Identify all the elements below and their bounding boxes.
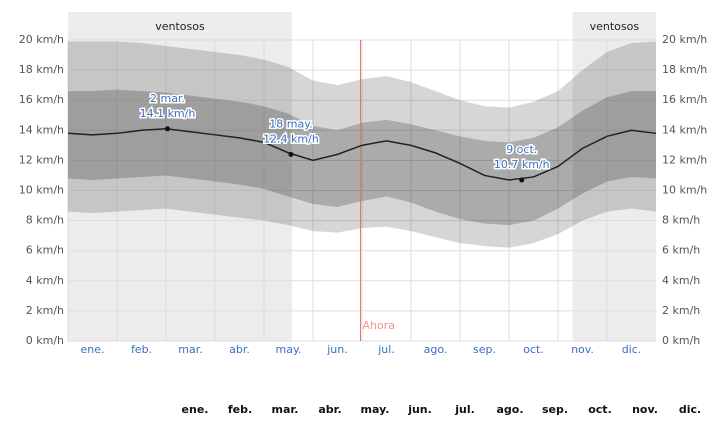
- annotation-value: 10.7 km/h: [494, 158, 550, 171]
- y-tick-label-right: 0 km/h: [662, 334, 700, 347]
- y-tick-label: 0 km/h: [26, 334, 64, 347]
- y-tick-label-right: 12 km/h: [662, 153, 707, 166]
- annotation-date: 18 may.: [269, 117, 312, 130]
- x-tick-label-bottom: ago.: [496, 403, 523, 416]
- y-tick-label: 20 km/h: [19, 33, 64, 46]
- x-tick-label: ene.: [80, 343, 104, 356]
- percentile-band: [68, 89, 656, 226]
- x-tick-label: jul.: [377, 343, 395, 356]
- y-tick-label-right: 16 km/h: [662, 93, 707, 106]
- annotation-point: [164, 126, 170, 132]
- y-tick-label-right: 4 km/h: [662, 274, 700, 287]
- x-tick-label: dic.: [622, 343, 642, 356]
- windy-period: [572, 12, 656, 341]
- y-tick-label: 14 km/h: [19, 123, 64, 136]
- x-tick-label-bottom: oct.: [588, 403, 612, 416]
- y-tick-label-right: 8 km/h: [662, 214, 700, 227]
- annotation-date: 9 oct.: [506, 143, 537, 156]
- x-tick-label: nov.: [571, 343, 594, 356]
- windy-period: [68, 12, 292, 341]
- annotation-point: [288, 151, 294, 157]
- y-tick-label-right: 14 km/h: [662, 123, 707, 136]
- annotation-point: [519, 177, 525, 183]
- annotation-value: 12.4 km/h: [263, 132, 319, 145]
- y-tick-label-right: 6 km/h: [662, 244, 700, 257]
- x-tick-label: abr.: [229, 343, 250, 356]
- x-tick-label: mar.: [178, 343, 202, 356]
- x-tick-label-bottom: jul.: [454, 403, 475, 416]
- y-tick-label: 4 km/h: [26, 274, 64, 287]
- y-tick-label: 10 km/h: [19, 184, 64, 197]
- x-tick-label-bottom: may.: [361, 403, 390, 416]
- x-tick-label-bottom: abr.: [318, 403, 341, 416]
- x-tick-label-bottom: feb.: [228, 403, 252, 416]
- y-tick-label: 12 km/h: [19, 153, 64, 166]
- y-tick-label-right: 18 km/h: [662, 63, 707, 76]
- now-label: Ahora: [363, 319, 396, 332]
- x-tick-label-bottom: mar.: [272, 403, 299, 416]
- y-tick-label-right: 2 km/h: [662, 304, 700, 317]
- x-tick-label-bottom: jun.: [407, 403, 432, 416]
- y-tick-label-right: 20 km/h: [662, 33, 707, 46]
- x-tick-label: oct.: [523, 343, 544, 356]
- x-tick-label-bottom: sep.: [542, 403, 568, 416]
- x-tick-label: sep.: [473, 343, 496, 356]
- y-tick-label-right: 10 km/h: [662, 184, 707, 197]
- annotation-value: 14.1 km/h: [140, 107, 196, 120]
- x-tick-label-bottom: ene.: [182, 403, 209, 416]
- y-tick-label: 6 km/h: [26, 244, 64, 257]
- x-tick-label: jun.: [326, 343, 348, 356]
- annotation-date: 2 mar.: [150, 92, 185, 105]
- y-tick-label: 8 km/h: [26, 214, 64, 227]
- y-tick-label: 16 km/h: [19, 93, 64, 106]
- x-tick-label-bottom: nov.: [632, 403, 658, 416]
- x-tick-label: feb.: [131, 343, 152, 356]
- windy-label: ventosos: [590, 20, 640, 33]
- x-tick-label: ago.: [424, 343, 448, 356]
- x-tick-label: may.: [276, 343, 302, 356]
- y-tick-label: 2 km/h: [26, 304, 64, 317]
- windy-label: ventosos: [155, 20, 205, 33]
- y-tick-label: 18 km/h: [19, 63, 64, 76]
- x-tick-label-bottom: dic.: [679, 403, 701, 416]
